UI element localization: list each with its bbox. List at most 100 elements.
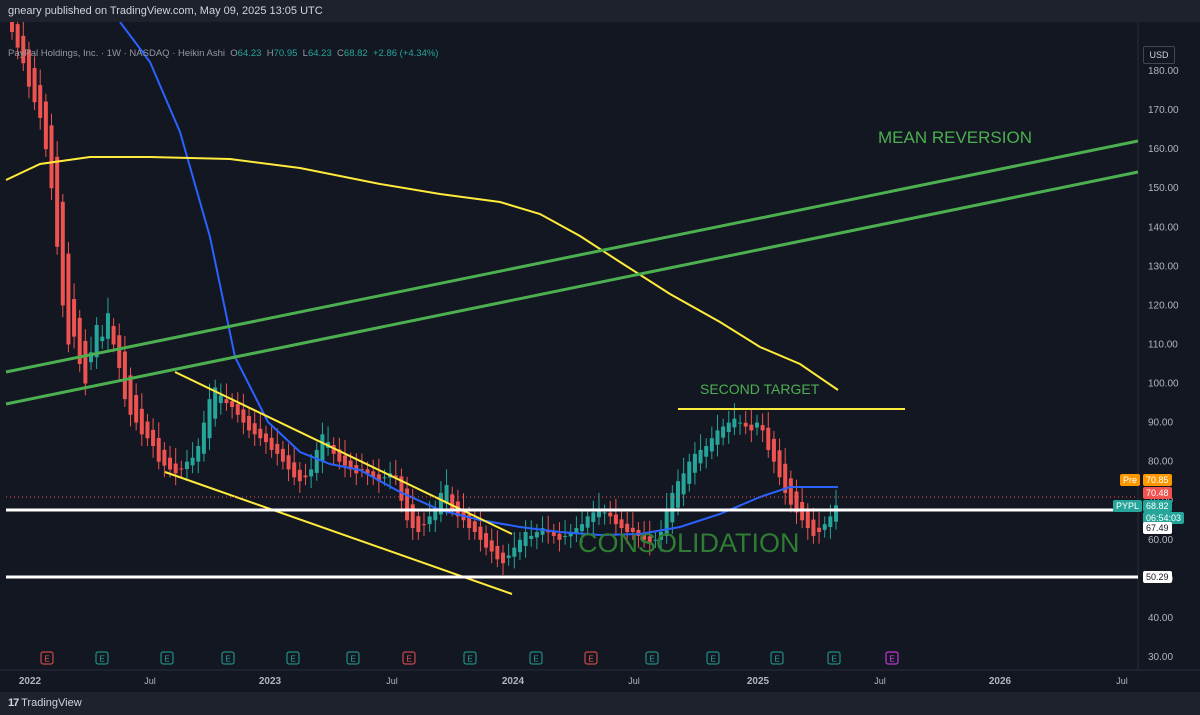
candle-body (681, 473, 686, 495)
candle-body (596, 508, 601, 518)
y-tick-label: 40.00 (1148, 613, 1173, 624)
earnings-marker-label: E (350, 655, 355, 664)
symbol-name: PayPal Holdings, Inc. · 1W · NASDAQ · He… (8, 48, 225, 59)
candle-body (427, 516, 432, 525)
brand-name: TradingView (21, 697, 82, 709)
candle-body (405, 488, 410, 521)
candle-body (382, 477, 387, 479)
candle-body (337, 449, 342, 462)
y-tick-label: 90.00 (1148, 418, 1173, 429)
candle-body (794, 491, 799, 513)
earnings-marker-label: E (533, 655, 538, 664)
currency-button[interactable]: USD (1143, 46, 1175, 64)
price-chart[interactable]: 30.0040.0050.0060.0070.0080.0090.00100.0… (0, 22, 1200, 692)
candle-body (484, 533, 489, 548)
candle-body (501, 552, 506, 564)
candle-body (450, 494, 455, 509)
candle-body (760, 425, 765, 431)
candle-body (55, 156, 60, 247)
candle-body (43, 101, 48, 150)
candle-body (467, 514, 472, 529)
candle-body (805, 511, 810, 529)
change-value: +2.86 (+4.34%) (372, 48, 439, 59)
candle-body (122, 351, 127, 400)
tradingview-logo-icon: 17 (8, 697, 19, 709)
candle-body (771, 438, 776, 462)
candle-body (241, 409, 246, 423)
candle-body (523, 531, 528, 546)
trendline-lower (5, 170, 1139, 406)
current-price-label: 68.82 (1143, 500, 1172, 512)
candle-body (659, 531, 664, 540)
candle-body (766, 427, 771, 450)
candle-body (376, 474, 381, 482)
y-tick-label: 100.00 (1148, 379, 1179, 390)
candle-body (489, 540, 494, 552)
earnings-marker-icon (221, 651, 235, 665)
footer-bar: 17 TradingView (0, 692, 1200, 715)
published-header: gneary published on TradingView.com, May… (0, 0, 1200, 22)
prev-close-price-label: 70.48 (1143, 487, 1172, 499)
y-tick-label: 140.00 (1148, 222, 1179, 233)
candle-body (77, 317, 82, 364)
candle-body (495, 545, 500, 560)
trendline-upper (5, 139, 1139, 374)
y-tick-label: 180.00 (1148, 66, 1179, 77)
candle-body (286, 455, 291, 470)
candle-body (213, 387, 218, 419)
earnings-marker-label: E (774, 655, 779, 664)
earnings-marker-label: E (164, 655, 169, 664)
candle-body (184, 461, 189, 469)
y-tick-label: 80.00 (1148, 457, 1173, 468)
earnings-marker-label: E (649, 655, 654, 664)
candle-body (258, 428, 263, 439)
candle-body (422, 524, 426, 526)
y-tick-label: 150.00 (1148, 183, 1179, 194)
candle-body (410, 504, 415, 529)
symbol-tag: PYPL (1113, 500, 1143, 512)
earnings-marker-icon (529, 651, 543, 665)
candle-body (331, 445, 336, 454)
candle-body (162, 449, 167, 466)
candle-body (342, 455, 347, 466)
low-value: 64.23 (307, 48, 332, 59)
candle-body (89, 352, 94, 363)
candle-body (625, 523, 630, 532)
candle-body (540, 528, 545, 535)
candle-body (128, 375, 133, 415)
candle-body (303, 475, 308, 478)
earnings-marker-label: E (225, 655, 230, 664)
candle-body (478, 526, 483, 540)
candle-body (647, 536, 652, 544)
candle-body (100, 336, 105, 342)
earnings-marker-label: E (406, 655, 411, 664)
earnings-marker-icon (645, 651, 659, 665)
open-value: 64.23 (237, 48, 262, 59)
earnings-marker-icon (402, 651, 416, 665)
candle-body (715, 430, 720, 445)
earnings-marker-icon (160, 651, 174, 665)
candle-body (574, 528, 579, 535)
candle-body (732, 418, 737, 428)
candle-body (512, 547, 517, 557)
candle-body (777, 450, 782, 478)
candle-body (444, 485, 449, 504)
candle-body (472, 521, 477, 532)
earnings-marker-icon (584, 651, 598, 665)
x-tick-label: 2025 (747, 676, 770, 687)
ma-slow-line (5, 156, 839, 391)
candle-body (675, 481, 680, 508)
x-tick-label: Jul (386, 676, 398, 686)
close-label: C (337, 48, 344, 59)
candle-body (692, 453, 697, 473)
pre-market-tag: Pre (1120, 474, 1141, 486)
earnings-marker-label: E (588, 655, 593, 664)
open-label: O (230, 48, 238, 59)
candle-body (738, 422, 743, 424)
chart-area[interactable]: 30.0040.0050.0060.0070.0080.0090.00100.0… (0, 22, 1200, 692)
x-tick-label: Jul (1116, 676, 1128, 686)
candle-body (309, 469, 314, 477)
candle-body (365, 469, 370, 474)
candle-body (83, 340, 88, 384)
candle-body (26, 49, 31, 87)
